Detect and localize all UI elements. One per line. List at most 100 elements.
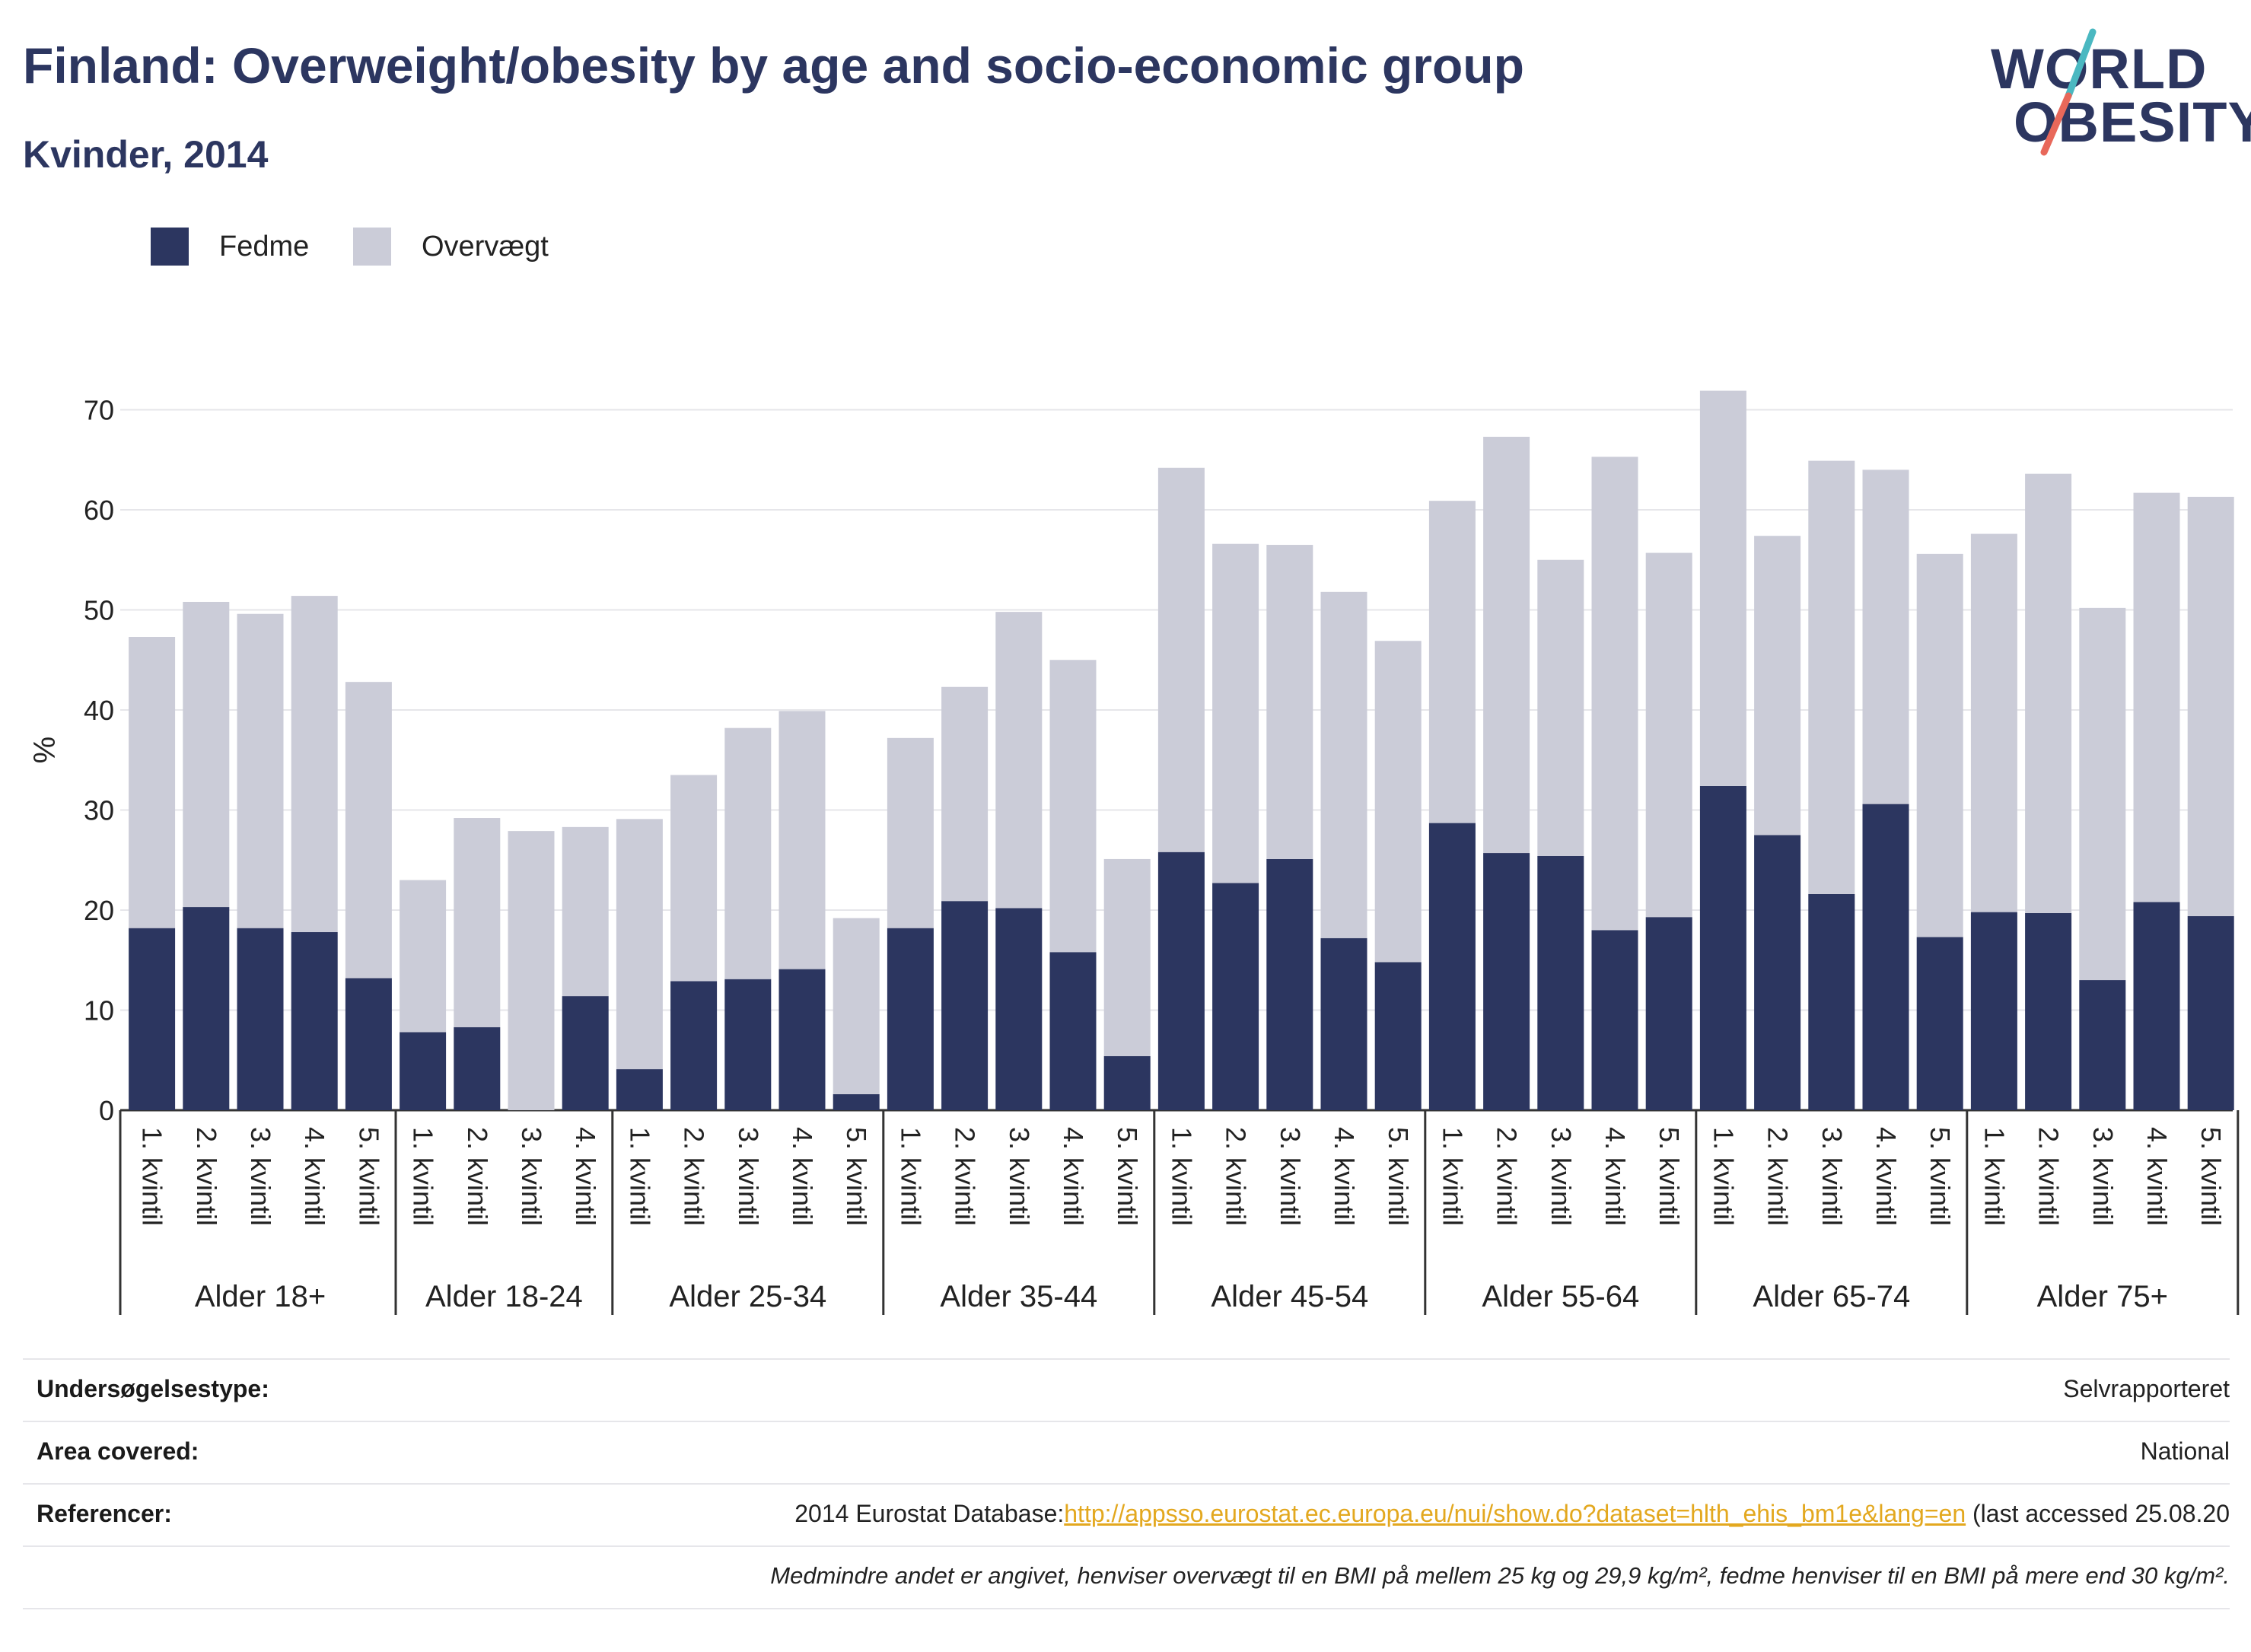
x-category-label: 1. kvintil <box>624 1127 655 1226</box>
y-tick-label: 20 <box>84 895 114 926</box>
legend-swatch-overvaegt <box>353 228 391 266</box>
bar-overvaegt <box>1699 390 1746 786</box>
logo-slash-icon <box>2040 28 2097 156</box>
bar-fedme <box>129 928 176 1110</box>
references-prefix: 2014 Eurostat Database: <box>794 1500 1065 1527</box>
x-group-label: Alder 75+ <box>2037 1280 2168 1313</box>
bar-overvaegt <box>183 601 230 908</box>
x-category-label: 5. kvintil <box>841 1127 872 1226</box>
bar-overvaegt <box>1483 437 1530 854</box>
x-category-label: 4. kvintil <box>787 1127 818 1226</box>
bar-fedme <box>1483 853 1530 1110</box>
y-tick-label: 60 <box>84 495 114 526</box>
bar-fedme <box>1645 917 1692 1110</box>
x-category-label: 4. kvintil <box>1600 1127 1631 1226</box>
info-note: Medmindre andet er angivet, henviser ove… <box>770 1562 2230 1589</box>
bar-fedme <box>1537 855 1584 1110</box>
bar-overvaegt <box>2079 607 2126 981</box>
bar-fedme <box>2025 912 2072 1110</box>
logo-line2: OBESITY <box>2014 91 2251 154</box>
info-value-survey-type: Selvrapporteret <box>2063 1375 2230 1402</box>
x-category-label: 5. kvintil <box>1383 1127 1414 1226</box>
x-category-label: 5. kvintil <box>353 1127 384 1226</box>
x-category-label: 5. kvintil <box>1112 1127 1143 1226</box>
info-row-note: Medmindre andet er angivet, henviser ove… <box>23 1545 2230 1609</box>
x-category-label: 3. kvintil <box>733 1127 764 1226</box>
bar-fedme <box>1049 952 1097 1110</box>
x-category-label: 2. kvintil <box>1492 1127 1523 1226</box>
x-category-label: 3. kvintil <box>1816 1127 1848 1226</box>
x-category-label: 4. kvintil <box>1058 1127 1089 1226</box>
info-value-references: 2014 Eurostat Database:http://appsso.eur… <box>794 1500 2230 1528</box>
legend-item-fedme[interactable]: Fedme <box>151 225 309 268</box>
bar-fedme <box>887 928 934 1110</box>
bar-fedme <box>1320 937 1367 1110</box>
info-key-survey-type: Undersøgelsestype: <box>37 1375 269 1402</box>
bar-fedme <box>1970 912 2017 1110</box>
bar-overvaegt <box>1157 467 1205 852</box>
bar-fedme <box>1428 823 1476 1110</box>
x-category-label: 1. kvintil <box>408 1127 439 1226</box>
bar-overvaegt <box>2133 492 2180 902</box>
x-category-label: 4. kvintil <box>1871 1127 1902 1226</box>
bar-overvaegt <box>237 613 284 928</box>
legend-swatch-fedme <box>151 228 189 266</box>
x-category-label: 2. kvintil <box>1762 1127 1794 1226</box>
x-category-label: 3. kvintil <box>516 1127 547 1226</box>
bar-fedme <box>616 1069 663 1110</box>
bar-overvaegt <box>616 819 663 1070</box>
bar-fedme <box>454 1027 501 1110</box>
bar-fedme <box>1699 785 1746 1110</box>
bar-fedme <box>1212 883 1259 1110</box>
bar-fedme <box>237 928 284 1110</box>
y-tick-label: 30 <box>84 795 114 826</box>
bar-overvaegt <box>887 737 934 928</box>
bar-overvaegt <box>778 711 826 969</box>
references-suffix: (last accessed 25.08.20 <box>1966 1500 2230 1527</box>
bar-overvaegt <box>1808 460 1855 894</box>
x-category-label: 4. kvintil <box>2141 1127 2173 1226</box>
bar-overvaegt <box>833 918 880 1094</box>
x-category-label: 3. kvintil <box>2087 1127 2119 1226</box>
bar-overvaegt <box>1103 858 1151 1056</box>
info-row-survey-type: Undersøgelsestype: Selvrapporteret <box>23 1358 2230 1422</box>
bar-overvaegt <box>562 826 609 997</box>
bar-overvaegt <box>1862 469 1909 804</box>
bar-fedme <box>1808 893 1855 1110</box>
x-group-label: Alder 65-74 <box>1753 1280 1910 1313</box>
legend-label-fedme: Fedme <box>219 230 310 263</box>
bar-overvaegt <box>291 596 338 932</box>
bar-overvaegt <box>129 637 176 928</box>
world-obesity-logo: WORLD OBESITY <box>1979 23 2251 160</box>
bar-overvaegt <box>1754 536 1801 836</box>
x-category-label: 1. kvintil <box>895 1127 926 1226</box>
page-subtitle: Kvinder, 2014 <box>23 133 269 176</box>
info-row-references: Referencer: 2014 Eurostat Database:http:… <box>23 1483 2230 1547</box>
references-link[interactable]: http://appsso.eurostat.ec.europa.eu/nui/… <box>1064 1500 1966 1527</box>
bar-overvaegt <box>454 818 501 1027</box>
bar-fedme <box>995 908 1043 1110</box>
legend-item-overvaegt[interactable]: Overvægt <box>353 225 549 268</box>
info-key-references: Referencer: <box>37 1500 172 1527</box>
y-tick-label: 40 <box>84 695 114 726</box>
x-category-label: 2. kvintil <box>462 1127 493 1226</box>
bar-fedme <box>2079 980 2126 1110</box>
bar-overvaegt <box>1374 641 1422 963</box>
info-key-area: Area covered: <box>37 1437 199 1465</box>
bar-overvaegt <box>400 880 447 1033</box>
x-category-label: 1. kvintil <box>1166 1127 1197 1226</box>
x-category-label: 1. kvintil <box>1437 1127 1468 1226</box>
bar-fedme <box>1103 1055 1151 1110</box>
legend-label-overvaegt: Overvægt <box>422 230 549 263</box>
bar-overvaegt <box>941 686 989 902</box>
bar-fedme <box>1591 930 1638 1110</box>
bar-fedme <box>1862 804 1909 1110</box>
x-category-label: 1. kvintil <box>1708 1127 1739 1226</box>
bar-overvaegt <box>995 612 1043 909</box>
x-group-label: Alder 55-64 <box>1482 1280 1639 1313</box>
bar-overvaegt <box>724 727 772 979</box>
info-value-area: National <box>2140 1437 2230 1465</box>
bar-fedme <box>291 931 338 1110</box>
y-tick-label: 70 <box>84 395 114 426</box>
bar-fedme <box>1157 851 1205 1110</box>
